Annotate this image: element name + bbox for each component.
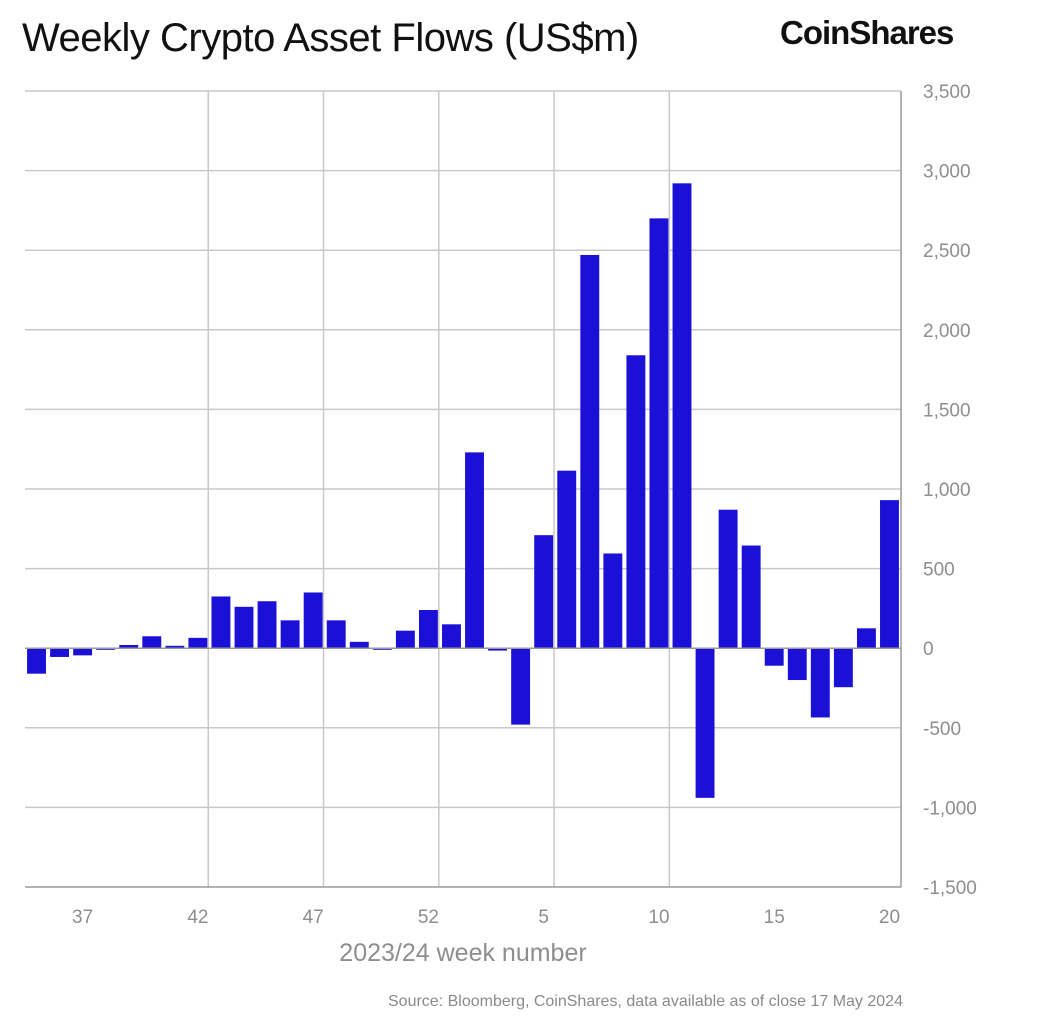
- y-tick-label: 1,000: [923, 480, 971, 501]
- bar-week-41: [165, 645, 185, 649]
- y-tick-label: 3,500: [923, 82, 971, 103]
- bar-week-49: [349, 641, 369, 649]
- bar-week-4: [511, 648, 531, 725]
- bar-week-8: [603, 553, 623, 649]
- x-tick-label: 15: [764, 907, 785, 928]
- y-tick-label: 0: [923, 639, 934, 660]
- bar-week-20: [880, 500, 899, 649]
- y-tick-label: -500: [923, 719, 961, 740]
- bar-week-5: [534, 535, 554, 649]
- y-tick-label: -1,500: [923, 878, 977, 899]
- x-tick-label: 52: [418, 907, 439, 928]
- bar-week-36: [50, 648, 70, 657]
- source-note: Source: Bloomberg, CoinShares, data avai…: [388, 993, 903, 1010]
- y-tick-label: -1,000: [923, 798, 977, 819]
- bar-week-19: [856, 628, 876, 649]
- bar-week-3: [488, 648, 508, 651]
- bar-week-1: [442, 624, 461, 649]
- bar-week-46: [280, 620, 300, 649]
- bar-week-37: [73, 648, 93, 656]
- x-tick-label: 10: [648, 907, 669, 928]
- bar-week-39: [119, 645, 139, 649]
- x-tick-label: 5: [538, 907, 549, 928]
- y-tick-label: 2,000: [923, 321, 971, 342]
- y-tick-label: 3,000: [923, 162, 971, 183]
- bar-week-6: [557, 470, 577, 649]
- x-tick-label: 20: [879, 907, 900, 928]
- bar-week-12: [695, 648, 715, 798]
- bar-week-48: [326, 620, 346, 649]
- bar-week-2: [465, 452, 484, 649]
- bar-week-40: [142, 636, 162, 649]
- bar-week-44: [234, 606, 254, 649]
- bar-week-7: [580, 254, 600, 649]
- grid-lines: [25, 90, 901, 887]
- coinshares-logo: CoinShares: [780, 14, 954, 51]
- bar-week-11: [672, 183, 692, 649]
- y-tick-labels: 3,500 3,000 2,500 2,000 1,500 1,000 500 0 -500 -1…: [923, 82, 977, 899]
- bar-week-50: [372, 648, 392, 650]
- bar-week-42: [188, 637, 208, 649]
- y-tick-label: 1,500: [923, 400, 971, 421]
- bar-week-9: [626, 355, 646, 649]
- x-tick-labels: 37 42 47 52 5 10 15 20: [72, 907, 900, 928]
- bar-week-15: [764, 648, 784, 666]
- bar-week-35: [27, 648, 46, 674]
- x-tick-label: 47: [303, 907, 324, 928]
- axes: [25, 91, 902, 888]
- bar-week-47: [303, 592, 323, 649]
- chart-title: Weekly Crypto Asset Flows (US$m): [22, 16, 639, 60]
- bar-week-45: [257, 601, 277, 649]
- y-tick-label: 500: [923, 560, 955, 581]
- bar-week-14: [741, 545, 761, 649]
- bar-week-43: [211, 596, 231, 649]
- bar-week-52: [418, 609, 438, 649]
- bar-week-10: [649, 218, 669, 649]
- bar-week-17: [810, 648, 830, 718]
- x-tick-label: 42: [187, 907, 208, 928]
- bar-week-13: [718, 509, 738, 649]
- x-axis-label: 2023/24 week number: [339, 939, 586, 967]
- bar-week-16: [787, 648, 807, 681]
- bar-chart: 3,500 3,000 2,500 2,000 1,500 1,000 500 0 -500 -1…: [25, 82, 977, 967]
- bar-week-18: [833, 648, 853, 688]
- y-tick-label: 2,500: [923, 241, 971, 262]
- bars: [27, 183, 899, 798]
- bar-week-38: [96, 648, 116, 650]
- x-tick-label: 37: [72, 907, 93, 928]
- bar-week-51: [395, 630, 415, 649]
